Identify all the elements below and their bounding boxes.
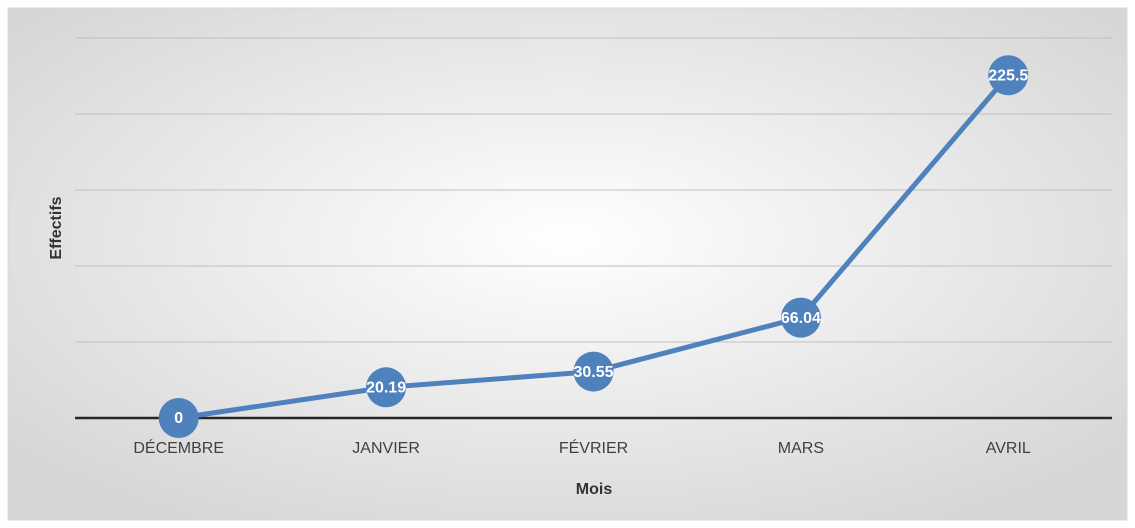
data-label: 0 (174, 410, 183, 427)
marker (366, 367, 407, 408)
y-axis-title: Effectifs (48, 196, 65, 259)
data-label: 225.5 (988, 67, 1028, 84)
data-label: 30.55 (573, 364, 613, 381)
x-tick-label: FÉVRIER (559, 438, 628, 457)
data-label: 66.04 (781, 310, 821, 327)
x-axis-title: Mois (576, 481, 613, 498)
marker (988, 55, 1029, 96)
x-tick-label: JANVIER (352, 440, 420, 457)
marker (573, 351, 614, 392)
x-tick-label: DÉCEMBRE (133, 438, 224, 457)
marker (780, 297, 821, 338)
data-label: 20.19 (366, 380, 406, 397)
chart-background (7, 7, 1128, 521)
x-tick-label: MARS (778, 440, 824, 457)
x-tick-label: AVRIL (986, 440, 1031, 457)
marker (158, 398, 199, 438)
